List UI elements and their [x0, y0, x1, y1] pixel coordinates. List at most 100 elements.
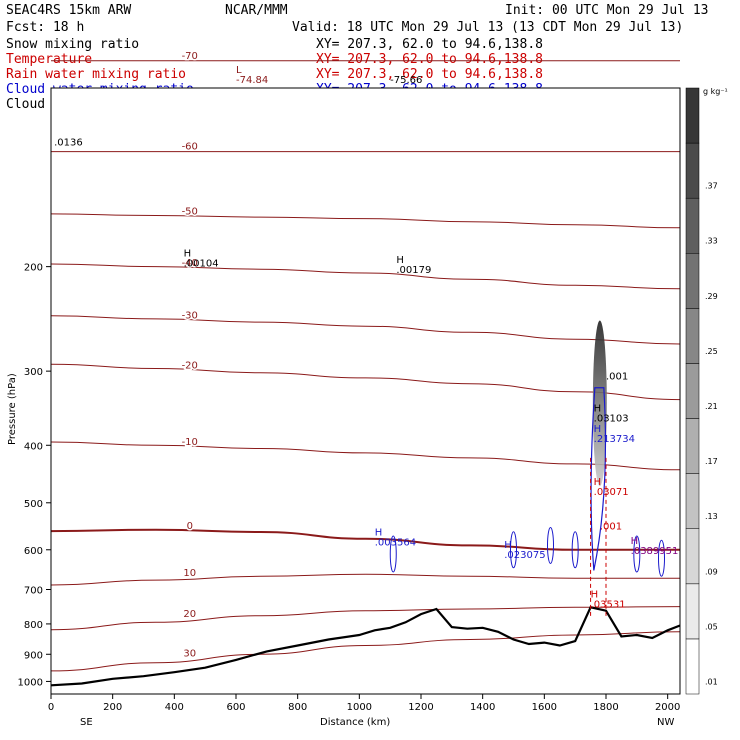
x-tick-label: 1600: [532, 702, 557, 713]
convective-ice-core: [592, 320, 607, 487]
annotation-value: .213734: [594, 434, 635, 445]
annotation-marker: H: [396, 255, 404, 266]
annotation-value: .00104: [184, 259, 219, 270]
x-tick-label: 800: [288, 702, 307, 713]
annotation-marker: H: [504, 540, 512, 551]
plot-background: [51, 88, 680, 694]
annotation-marker: H: [375, 527, 383, 538]
cloud-water-contour: [547, 526, 554, 564]
isotherm-label: -20: [182, 361, 198, 372]
cloud-features: [389, 320, 665, 618]
y-tick-label: 500: [24, 499, 43, 510]
colorbar-label: .29: [705, 292, 718, 301]
field-xy: XY= 207.3, 62.0 to 94.6,138.8: [316, 67, 543, 82]
isotherm-label: -50: [182, 206, 198, 217]
y-tick-label: 300: [24, 367, 43, 378]
annotation-value: -75.66: [390, 75, 422, 86]
colorbar-label: .33: [705, 237, 718, 246]
isotherm-line: [50, 606, 681, 631]
model-title: SEAC4RS 15km ARW: [6, 3, 131, 18]
isotherm-group: -70 -60 -50 -40 -30 -20 -10 0 10 20 30: [50, 49, 681, 672]
plot-frame: [50, 87, 681, 695]
annotation-value: .001: [600, 522, 622, 533]
annotation-value: .00179: [396, 265, 431, 276]
x-tick-label: 600: [226, 702, 245, 713]
colorbar-swatch: [685, 418, 700, 474]
x-tick-label: 200: [103, 702, 122, 713]
x-tick-label: 2000: [655, 702, 680, 713]
field-xy: XY= 207.3, 62.0 to 94.6,138.8: [316, 52, 543, 67]
annotation-value: .03103: [594, 414, 629, 425]
annotation-value: -74.84: [236, 75, 268, 86]
annotation-marker: H: [184, 249, 192, 260]
isotherm-line: [50, 528, 680, 551]
colorbar-swatch: [685, 197, 700, 254]
annotation-value: .0389951: [631, 546, 679, 557]
colorbar-swatch: [685, 473, 700, 529]
center-label: NCAR/MMM: [225, 3, 288, 18]
y-tick-label: 1000: [18, 677, 43, 688]
colorbar-swatch: [685, 253, 700, 309]
annotation-marker: H: [594, 404, 602, 415]
cloud-water-contour: [590, 387, 607, 571]
colorbar-swatch: [685, 87, 700, 144]
init-time: Init: 00 UTC Mon 29 Jul 13: [505, 3, 709, 18]
colorbar-label: .37: [705, 182, 718, 191]
colorbar-units: g kg⁻¹: [703, 87, 728, 96]
x-axis-label: Distance (km): [320, 717, 390, 728]
isotherm-line: [50, 213, 681, 229]
colorbar-label: .21: [705, 402, 718, 411]
colorbar-swatch: [685, 308, 700, 364]
y-tick-label: 700: [24, 586, 43, 597]
x-endpoint-right: NW: [657, 717, 674, 728]
colorbar-label: .13: [705, 512, 718, 521]
field-name: Snow mixing ratio: [6, 37, 139, 52]
isotherm-line: [50, 573, 680, 586]
x-tick-label: 400: [165, 702, 184, 713]
annotation-value: .001: [606, 372, 628, 383]
terrain-group: [50, 606, 681, 687]
field-name: Rain water mixing ratio: [6, 67, 186, 82]
x-tick-label: 1800: [593, 702, 618, 713]
colorbar-swatch: [685, 528, 700, 585]
cloud-water-contour: [633, 535, 641, 573]
isotherm-label: -60: [182, 142, 198, 153]
y-axis-label: Pressure (hPa): [7, 373, 18, 445]
cloud-water-contour: [510, 531, 517, 569]
x-endpoint-left: SE: [80, 717, 93, 728]
colorbar-label: .17: [705, 457, 718, 466]
annotation-value: .0136: [54, 138, 83, 149]
isotherm-label: -40: [182, 258, 198, 269]
axes-group: 0 200 400 600 800 1000 1200 1400 1600 1800 2000200…: [18, 263, 681, 713]
annotation-marker: H: [591, 589, 599, 600]
valid-time: Valid: 18 UTC Mon 29 Jul 13 (13 CDT Mon …: [292, 20, 683, 35]
colorbar-swatch: [685, 583, 700, 640]
cloud-water-contour: [389, 535, 397, 573]
colorbar-swatch: [685, 142, 700, 199]
colorbar-label: .01: [705, 677, 718, 686]
isotherm-label: 10: [183, 568, 196, 579]
x-tick-label: 1200: [408, 702, 433, 713]
y-tick-label: 400: [24, 441, 43, 452]
isotherm-line: [50, 263, 681, 290]
annotation-marker: H: [594, 424, 602, 435]
isotherm-label: -30: [182, 311, 198, 322]
y-tick-label: 800: [24, 620, 43, 631]
annotation-value: .023075: [504, 550, 545, 561]
colorbar-swatch: [685, 638, 700, 695]
colorbar-label: .05: [705, 622, 718, 631]
annotation-value: .003564: [375, 537, 416, 548]
y-tick-label: 600: [24, 546, 43, 557]
isotherm-line: [50, 441, 681, 471]
annotation-marker: L: [236, 65, 242, 76]
colorbar-label: .25: [705, 347, 718, 356]
colorbar-label: .09: [705, 567, 718, 576]
isotherm-line: [50, 315, 681, 345]
y-tick-label: 200: [24, 263, 43, 274]
cloud-water-contour: [658, 539, 665, 577]
cloud-water-contour: [571, 531, 579, 569]
isotherm-label: 20: [183, 609, 196, 620]
